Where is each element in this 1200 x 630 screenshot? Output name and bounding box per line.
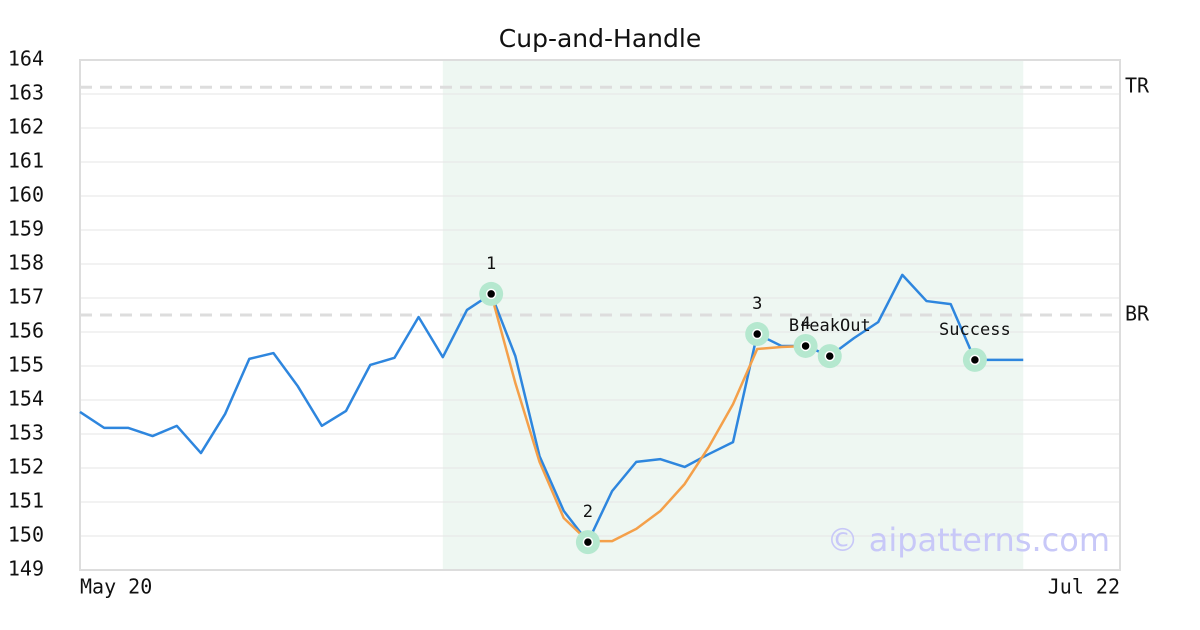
point-label: 4 [800, 314, 810, 334]
x-tick-label: May 20 [80, 575, 152, 599]
y-tick-label: 149 [8, 557, 44, 581]
point-dot [485, 288, 497, 300]
point-dot [751, 328, 763, 340]
level-label: TR [1125, 74, 1150, 98]
y-tick-label: 160 [8, 183, 44, 207]
point-dot [800, 340, 811, 352]
y-tick-label: 154 [8, 387, 44, 411]
point-label: BreakOut [789, 316, 871, 336]
point-dot [582, 536, 594, 548]
plot-frame [79, 59, 1121, 571]
chart-title: Cup-and-Handle [499, 24, 701, 53]
y-tick-label: 151 [8, 489, 44, 513]
y-tick-label: 156 [8, 319, 44, 343]
point-label: Success [939, 320, 1011, 340]
point-dot [824, 350, 836, 362]
level-label: BR [1125, 302, 1150, 326]
y-tick-label: 157 [8, 285, 44, 309]
watermark: © aipatterns.com [827, 521, 1110, 559]
y-tick-label: 158 [8, 251, 44, 275]
y-tick-label: 155 [8, 353, 44, 377]
price-line [79, 273, 1024, 544]
y-tick-label: 162 [8, 115, 44, 139]
point-dot [969, 354, 981, 366]
y-tick-label: 150 [8, 523, 44, 547]
y-tick-label: 164 [8, 47, 44, 71]
point-label: 3 [752, 294, 762, 314]
price-line [489, 293, 806, 543]
point-label: 2 [583, 502, 593, 522]
y-tick-label: 161 [8, 149, 44, 173]
point-label: 1 [486, 254, 496, 274]
x-tick-label: Jul 22 [1048, 575, 1120, 599]
y-tick-label: 152 [8, 455, 44, 479]
y-tick-label: 163 [8, 81, 44, 105]
y-tick-label: 159 [8, 217, 44, 241]
y-tick-label: 153 [8, 421, 44, 445]
